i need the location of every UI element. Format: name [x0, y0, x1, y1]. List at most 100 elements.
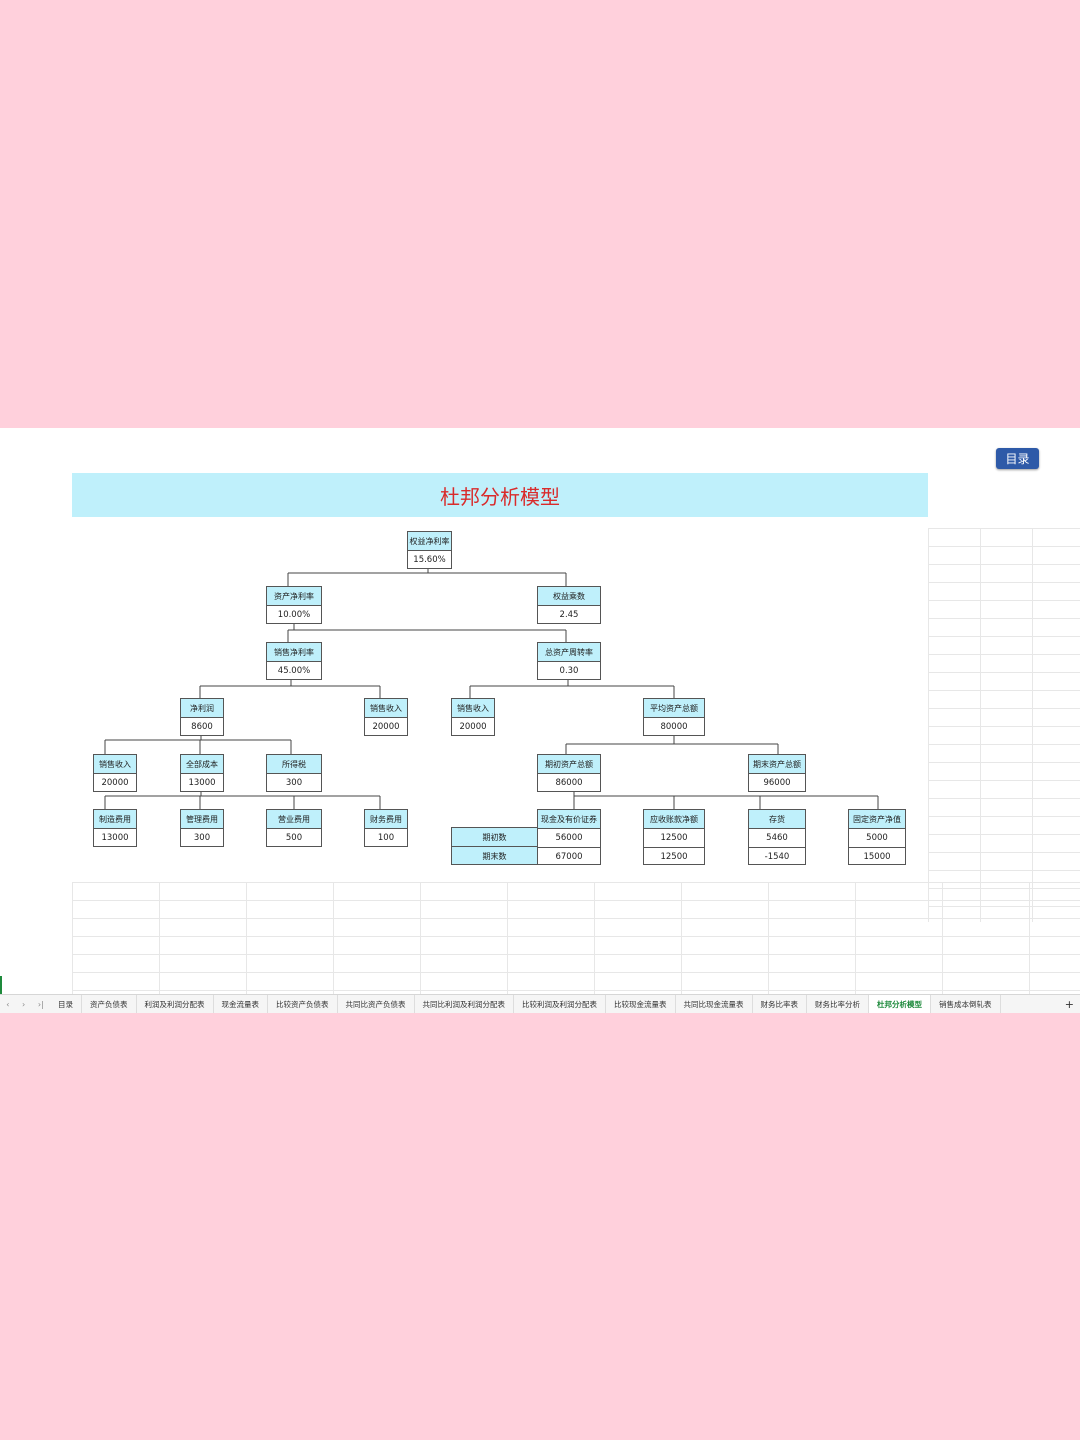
node-begin-assets: 期初资产总额 86000 — [537, 754, 601, 792]
node-label: 权益乘数 — [538, 587, 600, 606]
node-label: 平均资产总额 — [644, 699, 704, 718]
node-sales-b: 销售收入 20000 — [451, 698, 495, 736]
node-value: 10.00% — [277, 610, 311, 620]
node-label: 权益净利率 — [408, 532, 451, 551]
node-fixed-assets: 固定资产净值 5000 15000 — [848, 809, 906, 865]
node-end-assets: 期末资产总额 96000 — [748, 754, 806, 792]
tab-comparative-cash-flow[interactable]: 比较现金流量表 — [606, 995, 676, 1013]
tab-cost-of-sales[interactable]: 销售成本倒轧表 — [931, 995, 1001, 1013]
sheet-tab-bar: ‹ › ›| 目录 资产负债表 利润及利润分配表 现金流量表 比较资产负债表 共… — [0, 994, 1080, 1013]
spreadsheet-area: 目录 杜邦分析模型 权益净利率 15.60% 资产净利率 10.00% — [0, 428, 1080, 1013]
node-label: 销售收入 — [94, 755, 136, 774]
node-value: 300 — [193, 833, 211, 843]
node-value: 86000 — [555, 778, 583, 788]
node-value: 15.60% — [413, 555, 446, 565]
node-value: 80000 — [660, 722, 688, 732]
node-value: 500 — [285, 833, 303, 843]
tab-common-size-balance[interactable]: 共同比资产负债表 — [338, 995, 415, 1013]
node-label: 期初资产总额 — [538, 755, 600, 774]
last-tab-icon[interactable]: ›| — [37, 999, 44, 1009]
node-value-end: -1540 — [764, 852, 790, 862]
node-label: 财务费用 — [365, 810, 407, 829]
tab-cash-flow[interactable]: 现金流量表 — [214, 995, 268, 1013]
node-label: 净利润 — [181, 699, 223, 718]
selection-indicator — [0, 976, 2, 996]
node-label: 固定资产净值 — [849, 810, 905, 829]
node-total-cost: 全部成本 13000 — [180, 754, 224, 792]
node-value-end: 15000 — [863, 852, 891, 862]
node-net-profit: 净利润 8600 — [180, 698, 224, 736]
node-value-begin: 12500 — [644, 829, 704, 848]
node-value: 13000 — [188, 778, 216, 788]
model-title: 杜邦分析模型 — [72, 473, 928, 517]
node-label: 销售净利率 — [267, 643, 321, 662]
tab-comparative-income[interactable]: 比较利润及利润分配表 — [514, 995, 606, 1013]
tab-comparative-balance[interactable]: 比较资产负债表 — [268, 995, 338, 1013]
node-value-end: 12500 — [660, 852, 688, 862]
node-value: 2.45 — [559, 610, 579, 620]
node-label: 销售收入 — [365, 699, 407, 718]
node-label: 存货 — [749, 810, 805, 829]
node-roe: 权益净利率 15.60% — [407, 531, 452, 569]
node-label: 销售收入 — [452, 699, 494, 718]
node-sales-c: 销售收入 20000 — [93, 754, 137, 792]
node-label: 营业费用 — [267, 810, 321, 829]
node-value: 0.30 — [559, 666, 579, 676]
node-value: 45.00% — [277, 666, 311, 676]
node-value: 20000 — [372, 722, 400, 732]
tab-dupont-model[interactable]: 杜邦分析模型 — [869, 995, 931, 1013]
node-value-begin: 56000 — [538, 829, 600, 848]
grid-bottom — [72, 882, 1080, 994]
node-avg-assets: 平均资产总额 80000 — [643, 698, 705, 736]
node-sales-a: 销售收入 20000 — [364, 698, 408, 736]
period-begin-label: 期初数 — [452, 828, 537, 847]
node-value: 20000 — [101, 778, 129, 788]
menu-button[interactable]: 目录 — [996, 448, 1039, 469]
node-label: 管理费用 — [181, 810, 223, 829]
node-net-margin: 销售净利率 45.00% — [266, 642, 322, 680]
period-labels: 期初数 期末数 — [451, 827, 538, 865]
node-fin-cost: 财务费用 100 — [364, 809, 408, 847]
node-value: 100 — [377, 833, 395, 843]
tab-nav: ‹ › ›| — [0, 1000, 50, 1009]
node-label: 现金及有价证券 — [538, 810, 600, 829]
period-end-label: 期末数 — [482, 851, 507, 861]
node-receivables: 应收账款净额 12500 12500 — [643, 809, 705, 865]
tab-ratio-analysis[interactable]: 财务比率分析 — [807, 995, 869, 1013]
node-cash: 现金及有价证券 56000 67000 — [537, 809, 601, 865]
node-value-begin: 5000 — [849, 829, 905, 848]
tab-catalog[interactable]: 目录 — [50, 995, 82, 1013]
node-label: 所得税 — [267, 755, 321, 774]
node-value: 20000 — [459, 722, 487, 732]
tab-income-statement[interactable]: 利润及利润分配表 — [137, 995, 214, 1013]
node-label: 期末资产总额 — [749, 755, 805, 774]
node-value-begin: 5460 — [749, 829, 805, 848]
node-value: 300 — [285, 778, 303, 788]
tab-common-size-income[interactable]: 共同比利润及利润分配表 — [415, 995, 514, 1013]
node-income-tax: 所得税 300 — [266, 754, 322, 792]
node-label: 制造费用 — [94, 810, 136, 829]
tab-ratio-table[interactable]: 财务比率表 — [753, 995, 807, 1013]
grid-right — [928, 528, 1080, 922]
prev-tab-icon[interactable]: ‹ — [6, 999, 10, 1009]
tab-balance-sheet[interactable]: 资产负债表 — [82, 995, 137, 1013]
node-admin-cost: 管理费用 300 — [180, 809, 224, 847]
node-label: 资产净利率 — [267, 587, 321, 606]
model-title-text: 杜邦分析模型 — [440, 484, 560, 509]
node-equity-multiplier: 权益乘数 2.45 — [537, 586, 601, 624]
node-label: 总资产周转率 — [538, 643, 600, 662]
tab-common-size-cash-flow[interactable]: 共同比现金流量表 — [676, 995, 753, 1013]
node-value-end: 67000 — [555, 852, 583, 862]
connector-lines — [104, 568, 879, 810]
node-value: 13000 — [101, 833, 129, 843]
add-sheet-icon[interactable]: + — [1064, 997, 1074, 1011]
node-roa: 资产净利率 10.00% — [266, 586, 322, 624]
node-label: 全部成本 — [181, 755, 223, 774]
next-tab-icon[interactable]: › — [22, 999, 26, 1009]
node-value: 8600 — [191, 722, 213, 732]
node-label: 应收账款净额 — [644, 810, 704, 829]
node-asset-turnover: 总资产周转率 0.30 — [537, 642, 601, 680]
node-mfg-cost: 制造费用 13000 — [93, 809, 137, 847]
node-inventory: 存货 5460 -1540 — [748, 809, 806, 865]
node-value: 96000 — [763, 778, 791, 788]
